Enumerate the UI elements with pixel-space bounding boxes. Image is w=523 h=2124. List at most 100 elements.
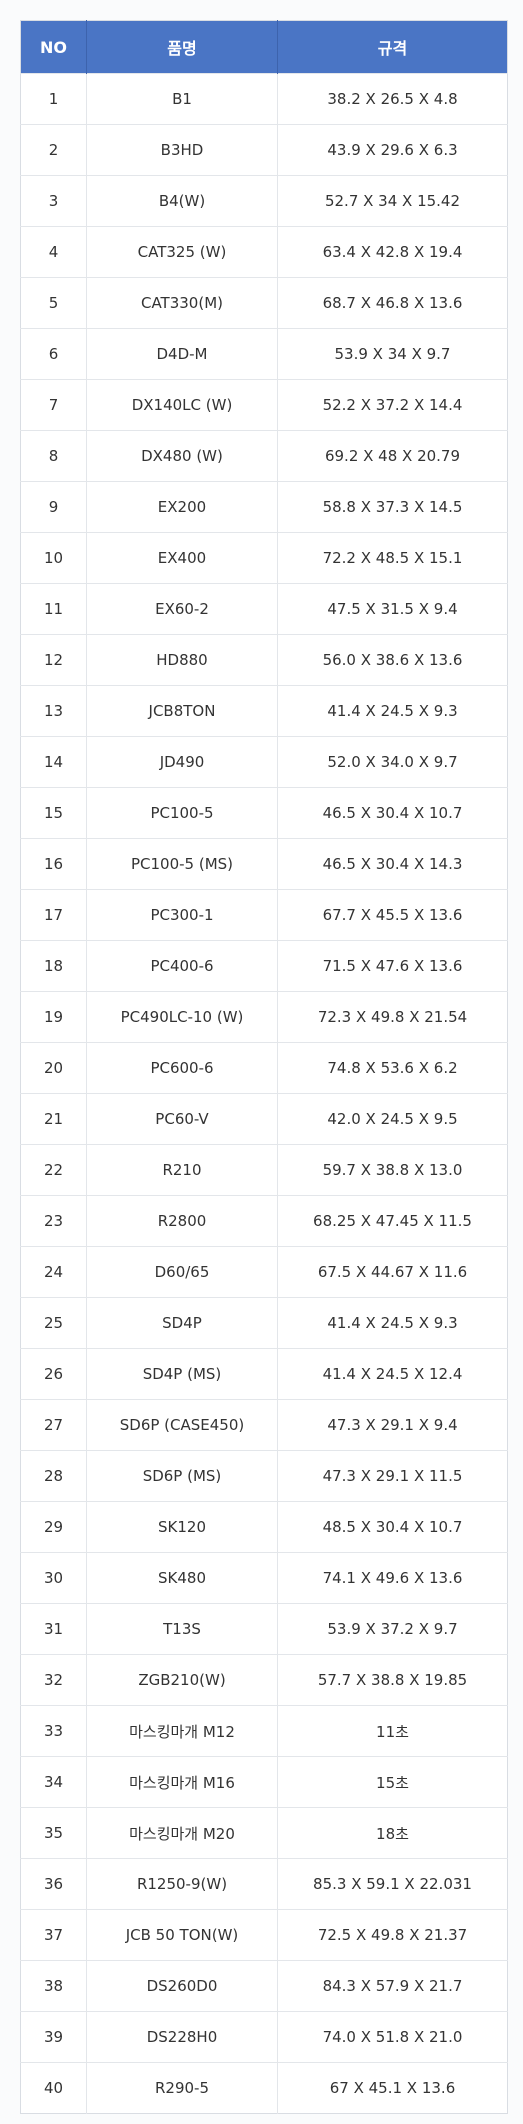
cell-no: 11 [20, 583, 87, 635]
cell-spec: 18초 [277, 1807, 508, 1859]
table-row: 9 EX200 58.8 X 37.3 X 14.5 [20, 481, 508, 533]
cell-name: DS228H0 [86, 2011, 278, 2063]
table-row: 19 PC490LC-10 (W) 72.3 X 49.8 X 21.54 [20, 991, 508, 1043]
cell-no: 39 [20, 2011, 87, 2063]
cell-spec: 47.3 X 29.1 X 9.4 [277, 1399, 508, 1451]
cell-spec: 74.0 X 51.8 X 21.0 [277, 2011, 508, 2063]
cell-name: B1 [86, 73, 278, 125]
cell-spec: 47.3 X 29.1 X 11.5 [277, 1450, 508, 1502]
cell-spec: 52.0 X 34.0 X 9.7 [277, 736, 508, 788]
cell-no: 24 [20, 1246, 87, 1298]
cell-no: 26 [20, 1348, 87, 1400]
cell-spec: 41.4 X 24.5 X 9.3 [277, 685, 508, 737]
cell-no: 15 [20, 787, 87, 839]
cell-name: CAT330(M) [86, 277, 278, 329]
cell-no: 2 [20, 124, 87, 176]
table-row: 30 SK480 74.1 X 49.6 X 13.6 [20, 1552, 508, 1604]
cell-spec: 68.25 X 47.45 X 11.5 [277, 1195, 508, 1247]
cell-spec: 41.4 X 24.5 X 12.4 [277, 1348, 508, 1400]
table-row: 15 PC100-5 46.5 X 30.4 X 10.7 [20, 787, 508, 839]
table-row: 4 CAT325 (W) 63.4 X 42.8 X 19.4 [20, 226, 508, 278]
cell-no: 28 [20, 1450, 87, 1502]
cell-no: 36 [20, 1858, 87, 1910]
cell-spec: 74.8 X 53.6 X 6.2 [277, 1042, 508, 1094]
table-row: 10 EX400 72.2 X 48.5 X 15.1 [20, 532, 508, 584]
cell-name: R2800 [86, 1195, 278, 1247]
table-row: 33 마스킹마개 M12 11초 [20, 1705, 508, 1757]
table-row: 32 ZGB210(W) 57.7 X 38.8 X 19.85 [20, 1654, 508, 1706]
header-spec: 규격 [277, 20, 508, 74]
cell-spec: 47.5 X 31.5 X 9.4 [277, 583, 508, 635]
cell-spec: 53.9 X 34 X 9.7 [277, 328, 508, 380]
cell-no: 13 [20, 685, 87, 737]
cell-name: PC600-6 [86, 1042, 278, 1094]
cell-no: 18 [20, 940, 87, 992]
cell-name: JCB 50 TON(W) [86, 1909, 278, 1961]
cell-name: D4D-M [86, 328, 278, 380]
table-body: 1 B1 38.2 X 26.5 X 4.8 2 B3HD 43.9 X 29.6 X 6… [20, 73, 508, 2114]
cell-name: R210 [86, 1144, 278, 1196]
cell-name: SD6P (CASE450) [86, 1399, 278, 1451]
cell-no: 5 [20, 277, 87, 329]
cell-spec: 41.4 X 24.5 X 9.3 [277, 1297, 508, 1349]
cell-spec: 46.5 X 30.4 X 10.7 [277, 787, 508, 839]
cell-no: 29 [20, 1501, 87, 1553]
cell-no: 8 [20, 430, 87, 482]
table-row: 7 DX140LC (W) 52.2 X 37.2 X 14.4 [20, 379, 508, 431]
table-row: 38 DS260D0 84.3 X 57.9 X 21.7 [20, 1960, 508, 2012]
cell-spec: 71.5 X 47.6 X 13.6 [277, 940, 508, 992]
cell-spec: 43.9 X 29.6 X 6.3 [277, 124, 508, 176]
cell-name: PC60-V [86, 1093, 278, 1145]
spec-table: NO 품명 규격 1 B1 38.2 X 26.5 X 4.8 2 B3HD 43.9 X… [20, 20, 508, 2114]
cell-name: 마스킹마개 M16 [86, 1756, 278, 1808]
cell-name: D60/65 [86, 1246, 278, 1298]
cell-no: 27 [20, 1399, 87, 1451]
cell-name: CAT325 (W) [86, 226, 278, 278]
cell-spec: 67 X 45.1 X 13.6 [277, 2062, 508, 2114]
table-row: 24 D60/65 67.5 X 44.67 X 11.6 [20, 1246, 508, 1298]
cell-name: PC300-1 [86, 889, 278, 941]
table-row: 23 R2800 68.25 X 47.45 X 11.5 [20, 1195, 508, 1247]
table-row: 31 T13S 53.9 X 37.2 X 9.7 [20, 1603, 508, 1655]
cell-spec: 11초 [277, 1705, 508, 1757]
cell-spec: 67.5 X 44.67 X 11.6 [277, 1246, 508, 1298]
cell-no: 16 [20, 838, 87, 890]
cell-spec: 59.7 X 38.8 X 13.0 [277, 1144, 508, 1196]
table-row: 6 D4D-M 53.9 X 34 X 9.7 [20, 328, 508, 380]
cell-no: 3 [20, 175, 87, 227]
cell-no: 38 [20, 1960, 87, 2012]
cell-name: EX60-2 [86, 583, 278, 635]
table-row: 13 JCB8TON 41.4 X 24.5 X 9.3 [20, 685, 508, 737]
cell-no: 32 [20, 1654, 87, 1706]
cell-name: SD6P (MS) [86, 1450, 278, 1502]
cell-no: 40 [20, 2062, 87, 2114]
cell-name: SK480 [86, 1552, 278, 1604]
cell-spec: 46.5 X 30.4 X 14.3 [277, 838, 508, 890]
header-name: 품명 [86, 20, 278, 74]
table-row: 27 SD6P (CASE450) 47.3 X 29.1 X 9.4 [20, 1399, 508, 1451]
table-row: 16 PC100-5 (MS) 46.5 X 30.4 X 14.3 [20, 838, 508, 890]
cell-name: EX200 [86, 481, 278, 533]
cell-no: 1 [20, 73, 87, 125]
cell-name: HD880 [86, 634, 278, 686]
cell-spec: 72.2 X 48.5 X 15.1 [277, 532, 508, 584]
cell-no: 7 [20, 379, 87, 431]
table-row: 5 CAT330(M) 68.7 X 46.8 X 13.6 [20, 277, 508, 329]
cell-name: JCB8TON [86, 685, 278, 737]
cell-name: B3HD [86, 124, 278, 176]
cell-spec: 52.7 X 34 X 15.42 [277, 175, 508, 227]
table-row: 21 PC60-V 42.0 X 24.5 X 9.5 [20, 1093, 508, 1145]
table-header: NO 품명 규격 [20, 20, 508, 74]
header-row: NO 품명 규격 [20, 20, 508, 74]
table-row: 34 마스킹마개 M16 15초 [20, 1756, 508, 1808]
header-no: NO [20, 20, 87, 74]
table-row: 36 R1250-9(W) 85.3 X 59.1 X 22.031 [20, 1858, 508, 1910]
cell-name: T13S [86, 1603, 278, 1655]
cell-no: 10 [20, 532, 87, 584]
cell-name: JD490 [86, 736, 278, 788]
table-row: 22 R210 59.7 X 38.8 X 13.0 [20, 1144, 508, 1196]
cell-no: 23 [20, 1195, 87, 1247]
cell-spec: 48.5 X 30.4 X 10.7 [277, 1501, 508, 1553]
cell-name: DX480 (W) [86, 430, 278, 482]
